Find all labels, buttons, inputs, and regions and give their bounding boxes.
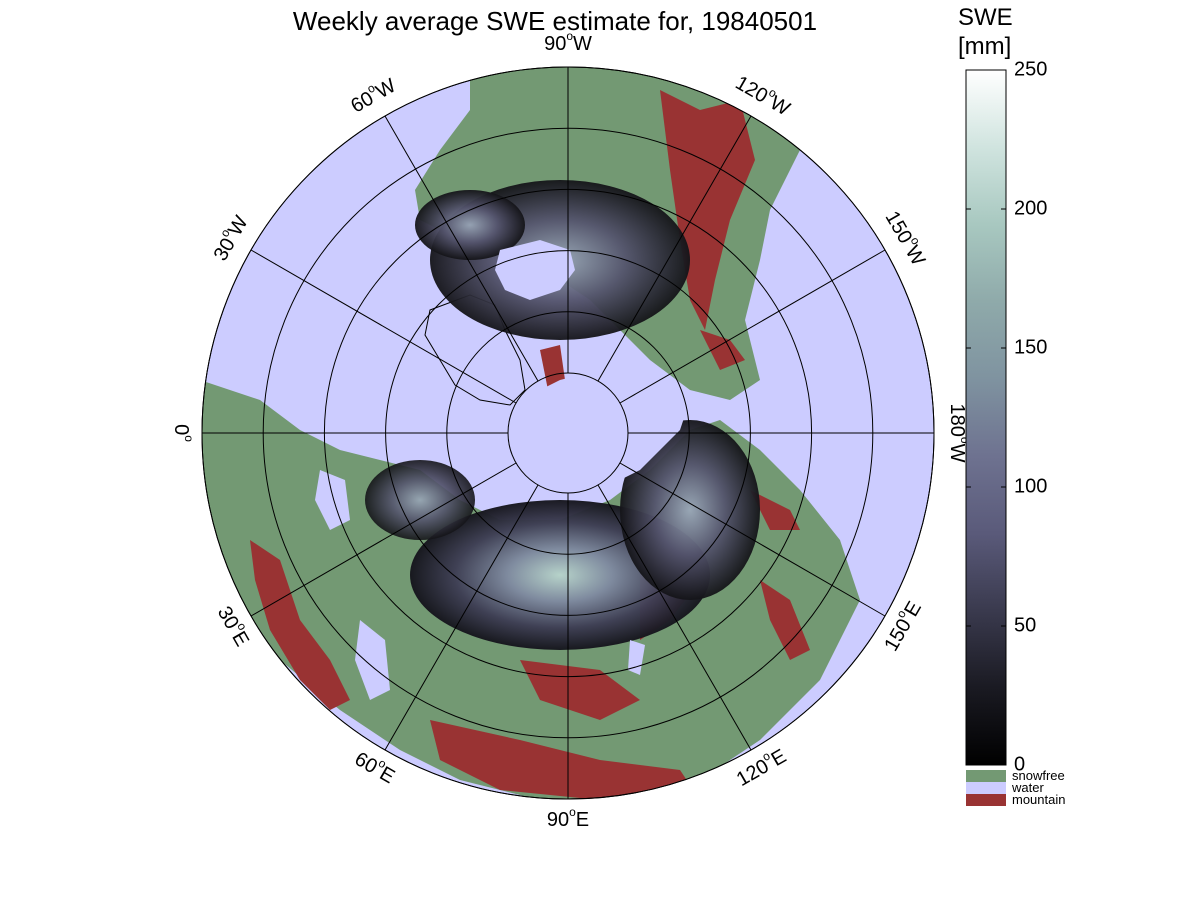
- meridian-line: [597, 115, 752, 382]
- meridian-label: 90oE: [547, 805, 589, 831]
- meridian-line: [619, 249, 886, 404]
- meridian-label: 180oW: [946, 404, 972, 463]
- meridian-line: [597, 484, 752, 751]
- meridian-line: [250, 249, 517, 404]
- meridian-line: [384, 484, 539, 751]
- caspian-sea: [355, 620, 390, 700]
- legend-label-water: water: [1011, 780, 1044, 795]
- legend-label-mountain: mountain: [1012, 792, 1065, 807]
- hudson-bay: [495, 240, 575, 300]
- snow-east-siberia: [620, 420, 760, 600]
- meridian-label: 0o: [170, 424, 196, 442]
- colorbar-tick-label: 50: [1014, 614, 1036, 636]
- legend-swatch-mountain: [966, 794, 1006, 806]
- colorbar: SWE [mm] 0 50 100 150 200 250 snowfreewatermo…: [958, 4, 1065, 807]
- meridian-label: 90oW: [544, 29, 592, 55]
- meridian-line: [619, 462, 886, 617]
- colorbar-tick-label: 250: [1014, 58, 1047, 80]
- colorbar-title-line1: SWE: [958, 4, 1013, 31]
- colorbar-tick-label: 200: [1014, 197, 1047, 219]
- colorbar-title-line2: [mm]: [958, 33, 1011, 60]
- meridian-line: [384, 115, 539, 382]
- legend-label-snowfree: snowfree: [1012, 768, 1065, 783]
- map-border: [201, 66, 935, 800]
- mountain-areas: [250, 90, 810, 799]
- colorbar-tick-label: 150: [1014, 336, 1047, 358]
- legend-swatch-snowfree: [966, 770, 1006, 782]
- lake-baikal: [628, 640, 645, 675]
- meridian-line: [250, 462, 517, 617]
- snow-scandinavia: [365, 460, 475, 540]
- arctic-ocean: [480, 370, 690, 490]
- meridian-label: 60oW: [345, 71, 400, 118]
- baltic-sea: [315, 470, 350, 530]
- colorbar-tick-label: 100: [1014, 475, 1047, 497]
- legend-swatch-water: [966, 782, 1006, 794]
- snow-hudson: [415, 190, 525, 260]
- land-layer: [202, 67, 860, 799]
- colorbar-ticks: 0 50 100 150 200 250: [966, 58, 1047, 775]
- polar-map: 90oW120oW150oW180oW150oE120oE90oE60oE30o…: [170, 29, 972, 831]
- figure-title: Weekly average SWE estimate for, 1984050…: [293, 6, 817, 36]
- colorbar-gradient: [965, 69, 1007, 766]
- meridian-label: 30oW: [206, 210, 253, 265]
- colorbar-tick-label: 0: [1014, 753, 1025, 775]
